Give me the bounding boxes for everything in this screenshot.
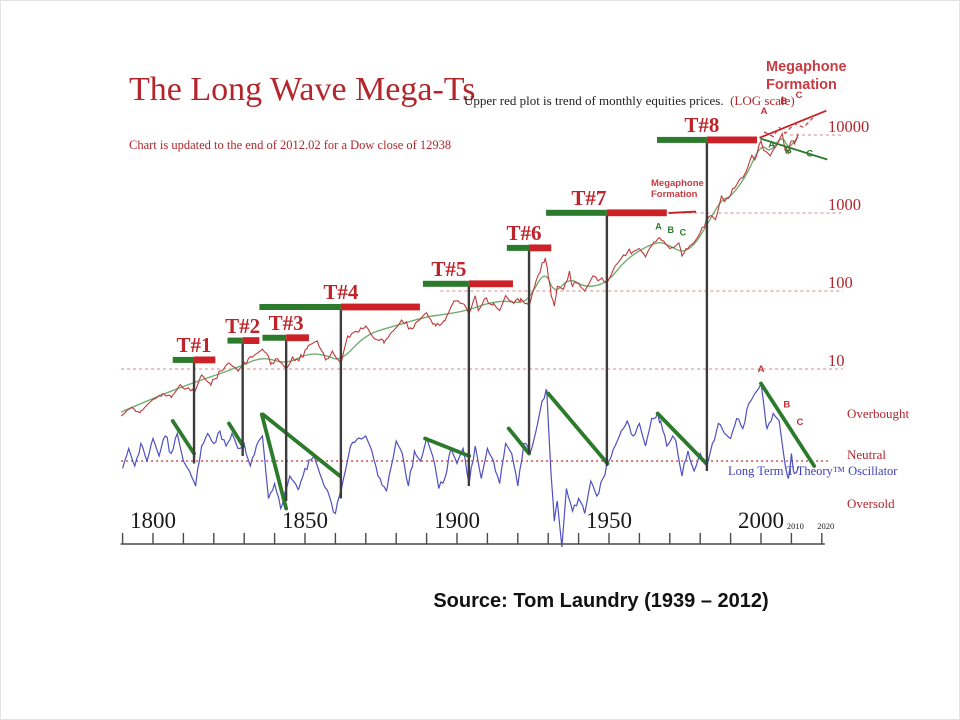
t-bar-red-T2 <box>242 337 260 344</box>
t-bar-red-T1 <box>194 356 216 364</box>
t-bar-green-T8 <box>657 136 707 143</box>
oscillator-t-line-2 <box>227 421 245 448</box>
y-tick-label-1000: 1000 <box>828 195 861 214</box>
t-bar-green-T4 <box>259 303 341 310</box>
t-bar-green-T1 <box>172 356 195 363</box>
x-label-1850: 1850 <box>282 508 328 533</box>
x-label-1900: 1900 <box>434 508 480 533</box>
overbought-label: Overbought <box>847 406 910 421</box>
megaphone-formation-label: Megaphone Formation <box>766 58 847 94</box>
price-projection-dashed <box>763 117 814 138</box>
megaphone-letter-green-A: A <box>768 140 775 151</box>
log-scale-note: (LOG scale) <box>730 93 795 108</box>
oscillator-letter-A: A <box>758 364 765 375</box>
oscillator-letter-C: C <box>796 417 803 428</box>
megaphone-lower-line <box>760 137 828 161</box>
megaphone-letter-green-C: C <box>806 149 813 160</box>
megaphone-formation-label-mid: Megaphone Formation <box>651 178 704 200</box>
chart-subtitle: Upper red plot is trend of monthly equit… <box>464 93 795 109</box>
neutral-label: Neutral <box>847 447 886 462</box>
page-title: The Long Wave Mega-Ts <box>129 71 476 108</box>
y-tick-label-10000: 10000 <box>828 117 869 136</box>
megaphone-formation-line1: Megaphone <box>766 59 847 75</box>
oscillator-name-label: Long Term T Theory™ Oscillator <box>728 464 898 478</box>
megaphone-formation-mid-line1: Megaphone <box>651 178 704 189</box>
source-caption: Source: Tom Laundry (1939 – 2012) <box>433 590 769 612</box>
oscillator-t-line-3 <box>259 412 289 511</box>
t-bar-green-T2 <box>227 337 243 344</box>
megaphone-mid-line <box>668 210 696 214</box>
t-bar-green-T5 <box>422 280 469 287</box>
megaphone-upper-line <box>759 109 827 139</box>
t-label-T1: T#1 <box>177 333 212 357</box>
y-tick-label-100: 100 <box>828 273 853 292</box>
t-label-T4: T#4 <box>323 280 359 304</box>
megaphone-formation-line2: Formation <box>766 77 837 93</box>
megaphone-letter-green-B: B <box>785 146 792 157</box>
megaphone-letter-red-A: A <box>761 106 768 117</box>
mid-megaphone-letter-A: A <box>655 222 662 232</box>
megaphone-letter-red-C: C <box>796 90 803 101</box>
x-label-1950: 1950 <box>586 508 632 533</box>
t-bar-green-T3 <box>262 334 287 341</box>
t-bar-red-T8 <box>706 136 758 144</box>
oscillator-t-line-5 <box>423 436 472 458</box>
t-label-T2: T#2 <box>225 314 260 338</box>
x-label-2000: 2000 <box>738 508 784 533</box>
oversold-label: Oversold <box>847 496 895 511</box>
price-line-red <box>120 131 799 417</box>
t-bar-red-T7 <box>606 209 667 217</box>
x-label-2010: 2010 <box>787 521 804 531</box>
t-label-T6: T#6 <box>507 221 542 245</box>
oscillator-line <box>122 381 800 548</box>
t-bar-red-T6 <box>529 244 552 252</box>
t-label-T7: T#7 <box>571 186 606 210</box>
update-note: Chart is updated to the end of 2012.02 f… <box>129 138 452 152</box>
megaphone-letter-red-B: B <box>780 96 787 107</box>
t-label-T8: T#8 <box>684 113 719 137</box>
oscillator-letter-B: B <box>783 400 790 411</box>
megaphone-formation-mid-line2: Formation <box>651 189 698 200</box>
oscillator-t-line-6 <box>506 426 531 456</box>
t-bar-red-T4 <box>340 303 420 311</box>
oscillator-t-line-7 <box>546 391 610 466</box>
x-label-2020: 2020 <box>817 521 834 531</box>
t-label-T3: T#3 <box>269 311 304 335</box>
t-label-T5: T#5 <box>431 257 466 281</box>
t-bar-green-T6 <box>506 244 530 251</box>
oscillator-t-line-9 <box>759 381 817 468</box>
t-bar-red-T3 <box>286 334 309 342</box>
t-bar-green-T7 <box>546 209 607 216</box>
oscillator-t-line-4 <box>261 412 342 478</box>
chart-subtitle-text: Upper red plot is trend of monthly equit… <box>464 93 724 108</box>
mid-megaphone-letter-B: B <box>667 225 674 235</box>
mid-megaphone-letter-C: C <box>680 227 687 237</box>
oscillator-t-line-8 <box>655 411 709 466</box>
x-label-1800: 1800 <box>130 508 176 533</box>
t-bar-red-T5 <box>468 280 513 288</box>
oscillator-t-line-1 <box>170 419 196 456</box>
y-tick-label-10: 10 <box>828 351 845 370</box>
